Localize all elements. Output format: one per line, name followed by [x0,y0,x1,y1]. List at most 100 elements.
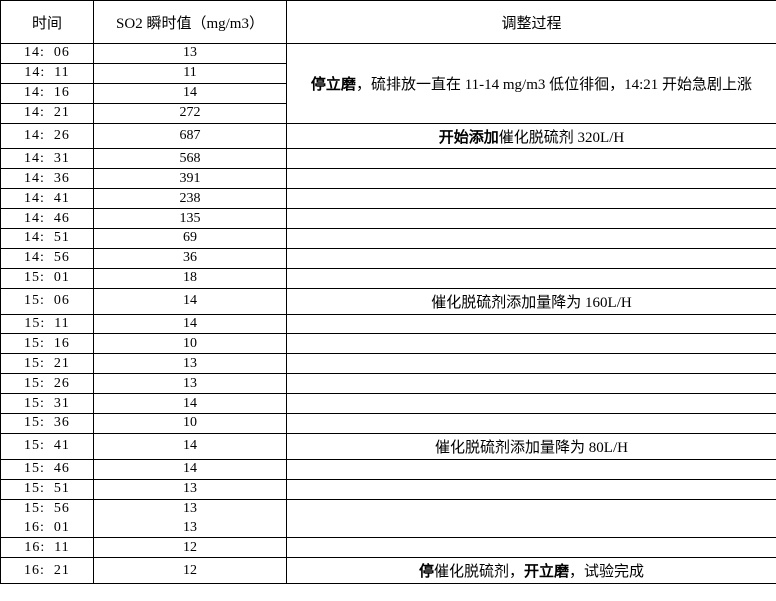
so2-value-cell: 13 [93,518,287,539]
note-cell [286,518,776,539]
time-cell: 15: 21 [0,353,94,375]
note-cell [286,413,776,434]
table-row: 15: 46 14 [0,459,776,480]
table-header: 时间 SO2 瞬时值（mg/m3） 调整过程 [0,0,776,44]
table-row: 14: 31 568 [0,148,776,170]
note-cell [286,393,776,415]
note-cell: 停催化脱硫剂，开立磨，试验完成 [286,557,776,584]
time-cell: 15: 16 [0,333,94,355]
table-row: 14: 26 687 开始添加催化脱硫剂 320L/H [0,123,776,150]
table-row: 15: 31 14 [0,393,776,415]
time-cell: 16: 21 [0,557,94,584]
table-row: 14: 56 36 [0,248,776,269]
time-cell: 15: 36 [0,413,94,434]
note-cell [286,208,776,230]
header-cell-process: 调整过程 [286,0,776,44]
note-cell [286,314,776,335]
time-cell: 14: 36 [0,168,94,190]
table-row: 15: 51 13 [0,479,776,500]
note-text: 催化脱硫剂， [433,564,524,581]
note-cell [286,148,776,170]
so2-value-cell: 10 [93,333,287,355]
time-cell: 14: 46 [0,208,94,230]
time-cell: 16: 11 [0,537,94,559]
so2-value-cell: 568 [93,148,287,170]
note-cell: 催化脱硫剂添加量降为 160L/H [286,288,776,315]
table-row: 15: 01 18 [0,268,776,289]
note-cell [286,353,776,375]
time-cell: 14: 41 [0,188,94,210]
note-cell [286,499,776,519]
time-cell: 14: 06 [0,43,94,64]
so2-value-cell: 13 [93,479,287,500]
table-row: 15: 11 14 [0,314,776,335]
so2-value-cell: 14 [93,288,287,315]
table-row: 14: 51 69 [0,228,776,249]
time-cell: 14: 26 [0,123,94,150]
note-text-bold: 开始添加 [438,129,499,146]
so2-monitoring-table: 时间 SO2 瞬时值（mg/m3） 调整过程 14: 06 13 停立磨，硫排放一直… [0,0,776,584]
note-text: 催化脱硫剂添加量降为 80L/H [435,439,628,456]
table-body: 14: 06 13 停立磨，硫排放一直在 11-14 mg/m3 低位徘徊，14:2… [0,43,776,584]
header-row: 时间 SO2 瞬时值（mg/m3） 调整过程 [0,0,776,44]
time-cell: 15: 11 [0,314,94,335]
so2-value-cell: 391 [93,168,287,190]
note-cell [286,268,776,289]
so2-value-cell: 11 [93,63,287,84]
table-row: 15: 06 14 催化脱硫剂添加量降为 160L/H [0,288,776,315]
note-cell: 开始添加催化脱硫剂 320L/H [286,123,776,150]
so2-value-cell: 14 [93,393,287,415]
time-cell: 14: 21 [0,103,94,124]
note-cell [286,228,776,249]
so2-value-cell: 14 [93,83,287,104]
time-cell: 15: 51 [0,479,94,500]
note-text: ，硫排放一直在 11-14 mg/m3 低位徘徊，14:21 开始急剧上涨 [355,76,753,93]
table-row: 14: 21 272 [0,103,776,124]
time-cell: 15: 31 [0,393,94,415]
table-row: 14: 36 391 [0,168,776,190]
so2-value-cell: 238 [93,188,287,210]
note-text: 催化脱硫剂添加量降为 160L/H [431,294,632,311]
time-cell: 15: 06 [0,288,94,315]
header-cell-so2: SO2 瞬时值（mg/m3） [93,0,287,44]
so2-value-cell: 687 [93,123,287,150]
so2-value-cell: 10 [93,413,287,434]
table-row: 14: 16 14 [0,83,776,104]
so2-value-cell: 272 [93,103,287,124]
time-cell: 15: 46 [0,459,94,480]
so2-value-cell: 14 [93,314,287,335]
note-text: ，试验完成 [569,564,645,581]
table-row: 14: 06 13 停立磨，硫排放一直在 11-14 mg/m3 低位徘徊，14:2… [0,43,776,124]
header-cell-time: 时间 [0,0,94,44]
so2-value-cell: 36 [93,248,287,269]
so2-value-cell: 12 [93,537,287,559]
so2-value-cell: 13 [93,43,287,64]
table-row: 15: 56 13 [0,499,776,519]
note-text-bold: 开立磨 [524,564,570,581]
time-cell: 14: 51 [0,228,94,249]
note-text-bold: 停 [418,564,434,581]
time-cell: 15: 56 [0,499,94,519]
note-text: 催化脱硫剂 320L/H [498,129,625,146]
note-cell [286,248,776,269]
note-cell [286,537,776,559]
time-cell: 14: 31 [0,148,94,170]
note-text-bold: 停立磨 [310,76,356,93]
table-row: 16: 01 13 [0,518,776,539]
time-cell: 15: 41 [0,433,94,460]
note-cell [286,479,776,500]
time-cell: 14: 16 [0,83,94,104]
table-row: 15: 26 13 [0,373,776,395]
so2-value-cell: 13 [93,499,287,519]
note-cell: 停立磨，硫排放一直在 11-14 mg/m3 低位徘徊，14:21 开始急剧上涨 [286,43,776,124]
table-row: 16: 11 12 [0,537,776,559]
table-row: 15: 36 10 [0,413,776,434]
note-cell [286,188,776,210]
note-cell [286,373,776,395]
table-row: 15: 16 10 [0,333,776,355]
table-row: 14: 46 135 [0,208,776,230]
so2-value-cell: 69 [93,228,287,249]
so2-value-cell: 13 [93,373,287,395]
note-cell: 催化脱硫剂添加量降为 80L/H [286,433,776,460]
note-cell [286,459,776,480]
